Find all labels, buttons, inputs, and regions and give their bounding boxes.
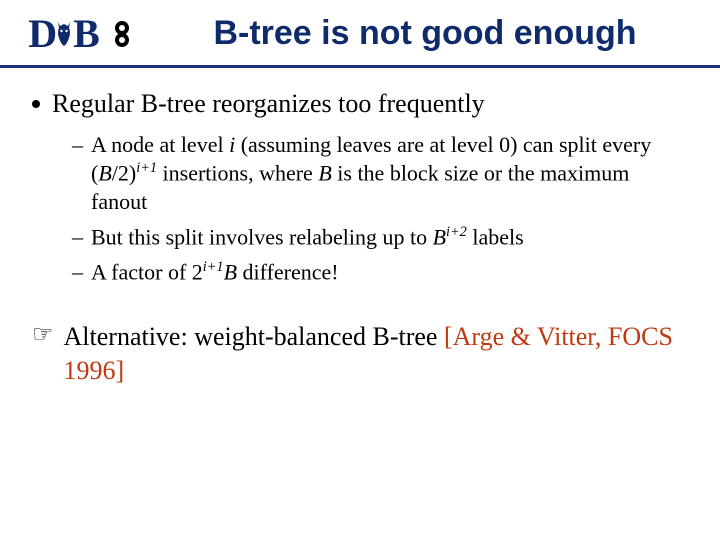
t: Alternative: weight-balanced B-tree xyxy=(64,322,444,351)
duke-logo: D B xyxy=(28,10,98,57)
devil-icon xyxy=(55,20,73,48)
t: But this split involves relabeling up to xyxy=(91,224,433,249)
slide-title: B-tree is not good enough xyxy=(150,14,720,53)
bullet-dot-icon xyxy=(32,100,40,108)
pointing-hand-icon: ☞ xyxy=(32,320,54,351)
sub-bullet-2-text: But this split involves relabeling up to… xyxy=(91,223,524,252)
t: insertions, where xyxy=(157,160,318,185)
sub-bullet-2: – But this split involves relabeling up … xyxy=(72,223,688,252)
main-bullet: Regular B-tree reorganizes too frequentl… xyxy=(32,88,688,121)
t: A node at level xyxy=(91,132,229,157)
sub-bullet-1-text: A node at level i (assuming leaves are a… xyxy=(91,131,688,217)
t: difference! xyxy=(237,259,339,284)
sub-bullet-3-text: A factor of 2i+1B difference! xyxy=(91,258,339,287)
exp-i-plus-1: i+1 xyxy=(136,160,157,176)
t: labels xyxy=(467,224,524,249)
figure-eight-icon xyxy=(106,18,138,50)
var-B: B xyxy=(98,160,111,185)
t: /2) xyxy=(112,160,136,185)
slide-content: Regular B-tree reorganizes too frequentl… xyxy=(0,68,720,286)
sub-bullet-list: – A node at level i (assuming leaves are… xyxy=(32,131,688,287)
alternative-section: ☞ Alternative: weight-balanced B-tree [A… xyxy=(0,292,720,388)
main-bullet-text: Regular B-tree reorganizes too frequentl… xyxy=(52,88,485,121)
sub-bullet-3: – A factor of 2i+1B difference! xyxy=(72,258,688,287)
slide-header: D B B-tree is not good enough xyxy=(0,0,720,68)
dash-icon: – xyxy=(72,258,83,287)
dash-icon: – xyxy=(72,223,83,252)
dash-icon: – xyxy=(72,131,83,160)
logo-area: D B xyxy=(0,10,150,57)
t: A factor of 2 xyxy=(91,259,203,284)
var-B: B xyxy=(224,259,237,284)
var-B: B xyxy=(433,224,446,249)
alternative-text: Alternative: weight-balanced B-tree [Arg… xyxy=(64,320,688,388)
var-B: B xyxy=(318,160,331,185)
sub-bullet-1: – A node at level i (assuming leaves are… xyxy=(72,131,688,217)
exp-i-plus-1: i+1 xyxy=(203,259,224,275)
exp-i-plus-2: i+2 xyxy=(446,224,467,240)
